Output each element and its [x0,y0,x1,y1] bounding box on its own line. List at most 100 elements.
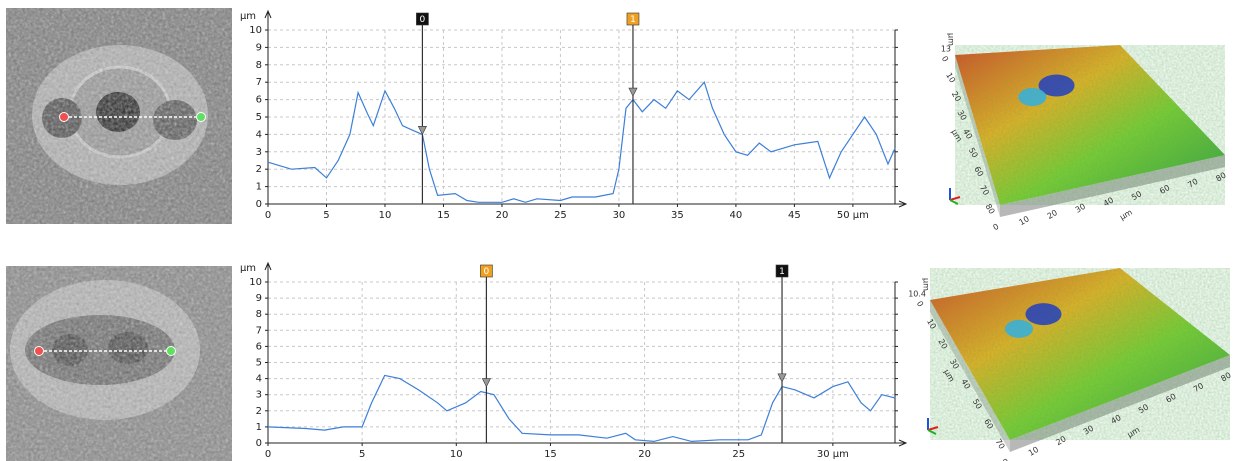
x-tick-label: 20 [638,449,651,460]
y-tick-label: 10 [249,25,262,36]
x-axis-arrow [898,439,908,447]
y-tick-label: 7 [256,325,262,336]
sem-image-2 [6,266,232,461]
surface-y-tick: 30 [955,109,968,122]
surface-y-tick: 30 [948,357,961,370]
y-tick-label: 3 [256,147,262,158]
profile-line [267,374,896,443]
y-tick-label: 4 [256,129,262,140]
cursor-label: 1 [779,267,785,277]
surface-y-tick: 0 [940,55,950,64]
y-tick-label: 4 [256,374,262,385]
surface-side [1010,355,1230,452]
cursor-point [481,378,491,388]
y-tick-label: 6 [256,95,262,106]
x-tick-label: 5 [323,210,329,221]
axis-glyph [949,196,961,201]
cursor-point [628,87,638,97]
y-axis-arrow [264,9,272,19]
x-tick-label: 15 [544,449,557,460]
surface-x-tick: 40 [1109,413,1122,426]
surface-x-tick: 20 [1054,434,1067,447]
y-tick-label: 0 [256,199,262,210]
surface-y-tick: 20 [936,337,949,350]
y-tick-label: 5 [256,112,262,123]
surface-y-tick: 70 [978,184,991,197]
surface-x-tick: 50 [1130,189,1143,202]
surface-y-tick: 60 [982,417,995,430]
surface-x-unit: µm [1118,208,1134,222]
y-tick-label: 3 [256,390,262,401]
axis-glyph [927,429,937,435]
surface-side [955,55,1000,217]
profile-line [267,80,896,203]
surface-y-tick: 10 [944,71,957,84]
surface-x-tick: 30 [1074,202,1087,215]
axis-glyph [927,426,939,431]
surface-y-tick: 50 [971,397,984,410]
surface-y-tick: 60 [972,165,985,178]
crater [1038,74,1075,97]
surface-x-tick: 20 [1046,208,1059,221]
surface-y-tick: 0 [915,300,925,309]
cursor-flag [626,12,640,26]
surface-z-max: 10.4 [908,290,926,299]
surface-x-tick: 80 [1219,371,1232,384]
y-tick-label: 6 [256,341,262,352]
surface-side [1000,155,1225,217]
x-tick-label: 35 [671,210,684,221]
y-tick-label: 5 [256,358,262,369]
x-tick-label: 25 [554,210,567,221]
y-tick-label: 0 [256,438,262,449]
profile-chart: 0 1 2 3 4 5 6 7 8 9 10 0 5 10 15 20 25 30 µm µm 0 1 [240,261,908,460]
y-tick-label: 2 [256,164,262,175]
surface-x-tick: 70 [1192,381,1205,394]
surface-3d: 0 10 20 30 40 50 60 70 80 0 10 20 30 40 50 60 70 80 µm µm µm… [940,33,1228,232]
cursor-label: 1 [630,15,636,25]
surface-z-unit: µm [922,278,931,291]
surface-x-tick: 60 [1164,392,1177,405]
crater [1005,319,1033,338]
surface-x-tick: 40 [1102,196,1115,209]
x-tick-label: 25 [732,449,745,460]
surface-x-tick: 10 [1017,214,1030,227]
surface-y-unit: µm [942,368,956,384]
x-tick-label: 10 [450,449,463,460]
y-tick-label: 9 [256,293,262,304]
y-axis-arrow [264,261,272,271]
crater [1025,303,1062,326]
axis-glyph [949,199,959,205]
y-tick-label: 2 [256,406,262,417]
y-axis-label: µm [240,11,256,22]
crater [1018,88,1047,106]
surface-x-tick: 60 [1158,183,1171,196]
surface-z-unit: µm [947,33,956,46]
y-tick-label: 7 [256,77,262,88]
x-tick-label: 30 [613,210,626,221]
surface-y-unit: µm [950,128,964,144]
surface-side [930,300,1010,452]
surface-y-tick: 80 [984,202,997,215]
surface-x-tick: 50 [1137,402,1150,415]
surface-x-tick: 0 [1002,457,1011,461]
y-tick-label: 1 [256,182,262,193]
surface-x-tick: 30 [1082,424,1095,437]
surface-y-tick: 20 [950,90,963,103]
x-tick-label: 10 [379,210,392,221]
y-tick-label: 9 [256,42,262,53]
surface-x-tick: 70 [1186,177,1199,190]
cursor-flag [480,264,493,278]
surface-y-tick: 10 [925,317,938,330]
cursor-point [417,126,427,136]
cursor-flag [775,264,789,278]
surface-x-tick: 0 [992,222,1001,232]
x-tick-label: 50 µm [837,210,869,221]
y-axis-label: µm [240,263,256,274]
y-tick-label: 1 [256,422,262,433]
cursor-label: 0 [420,15,426,25]
y-tick-label: 8 [256,309,262,320]
surface-x-unit: µm [1126,425,1142,439]
x-tick-label: 0 [265,210,271,221]
surface-x-tick: 10 [1027,445,1040,458]
